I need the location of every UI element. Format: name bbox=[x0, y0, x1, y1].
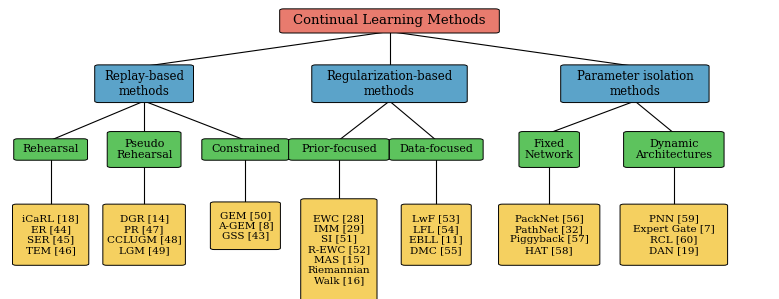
Text: Fixed
Network: Fixed Network bbox=[525, 139, 573, 160]
Text: iCaRL [18]
ER [44]
SER [45]
TEM [46]: iCaRL [18] ER [44] SER [45] TEM [46] bbox=[23, 215, 79, 255]
FancyBboxPatch shape bbox=[561, 65, 709, 103]
FancyBboxPatch shape bbox=[202, 139, 289, 160]
Text: DGR [14]
PR [47]
CCLUGM [48]
LGM [49]: DGR [14] PR [47] CCLUGM [48] LGM [49] bbox=[107, 215, 182, 255]
FancyBboxPatch shape bbox=[12, 204, 89, 265]
FancyBboxPatch shape bbox=[103, 204, 185, 265]
Text: Dynamic
Architectures: Dynamic Architectures bbox=[635, 139, 713, 160]
FancyBboxPatch shape bbox=[280, 9, 499, 33]
FancyBboxPatch shape bbox=[14, 139, 87, 160]
FancyBboxPatch shape bbox=[519, 132, 580, 167]
FancyBboxPatch shape bbox=[301, 199, 377, 299]
Text: Pseudo
Rehearsal: Pseudo Rehearsal bbox=[116, 139, 172, 160]
Text: PNN [59]
Expert Gate [7]
RCL [60]
DAN [19]: PNN [59] Expert Gate [7] RCL [60] DAN [1… bbox=[633, 215, 714, 255]
FancyBboxPatch shape bbox=[312, 65, 467, 103]
FancyBboxPatch shape bbox=[401, 204, 471, 265]
Text: Replay-based
methods: Replay-based methods bbox=[104, 70, 184, 98]
Text: Constrained: Constrained bbox=[211, 144, 280, 155]
Text: PackNet [56]
PathNet [32]
Piggyback [57]
HAT [58]: PackNet [56] PathNet [32] Piggyback [57]… bbox=[509, 215, 589, 255]
Text: Prior-focused: Prior-focused bbox=[301, 144, 377, 155]
Text: GEM [50]
A-GEM [8]
GSS [43]: GEM [50] A-GEM [8] GSS [43] bbox=[217, 211, 273, 241]
FancyBboxPatch shape bbox=[390, 139, 483, 160]
Text: EWC [28]
IMM [29]
SI [51]
R-EWC [52]
MAS [15]
Riemannian
Walk [16]: EWC [28] IMM [29] SI [51] R-EWC [52] MAS… bbox=[308, 214, 370, 285]
FancyBboxPatch shape bbox=[95, 65, 193, 103]
Text: LwF [53]
LFL [54]
EBLL [11]
DMC [55]: LwF [53] LFL [54] EBLL [11] DMC [55] bbox=[410, 215, 463, 255]
FancyBboxPatch shape bbox=[108, 132, 181, 167]
FancyBboxPatch shape bbox=[624, 132, 724, 167]
Text: Continual Learning Methods: Continual Learning Methods bbox=[293, 14, 486, 28]
FancyBboxPatch shape bbox=[620, 204, 728, 265]
FancyBboxPatch shape bbox=[289, 139, 389, 160]
FancyBboxPatch shape bbox=[210, 202, 280, 250]
Text: Parameter isolation
methods: Parameter isolation methods bbox=[576, 70, 693, 98]
Text: Rehearsal: Rehearsal bbox=[23, 144, 79, 155]
FancyBboxPatch shape bbox=[499, 204, 600, 265]
Text: Regularization-based
methods: Regularization-based methods bbox=[326, 70, 453, 98]
Text: Data-focused: Data-focused bbox=[400, 144, 473, 155]
